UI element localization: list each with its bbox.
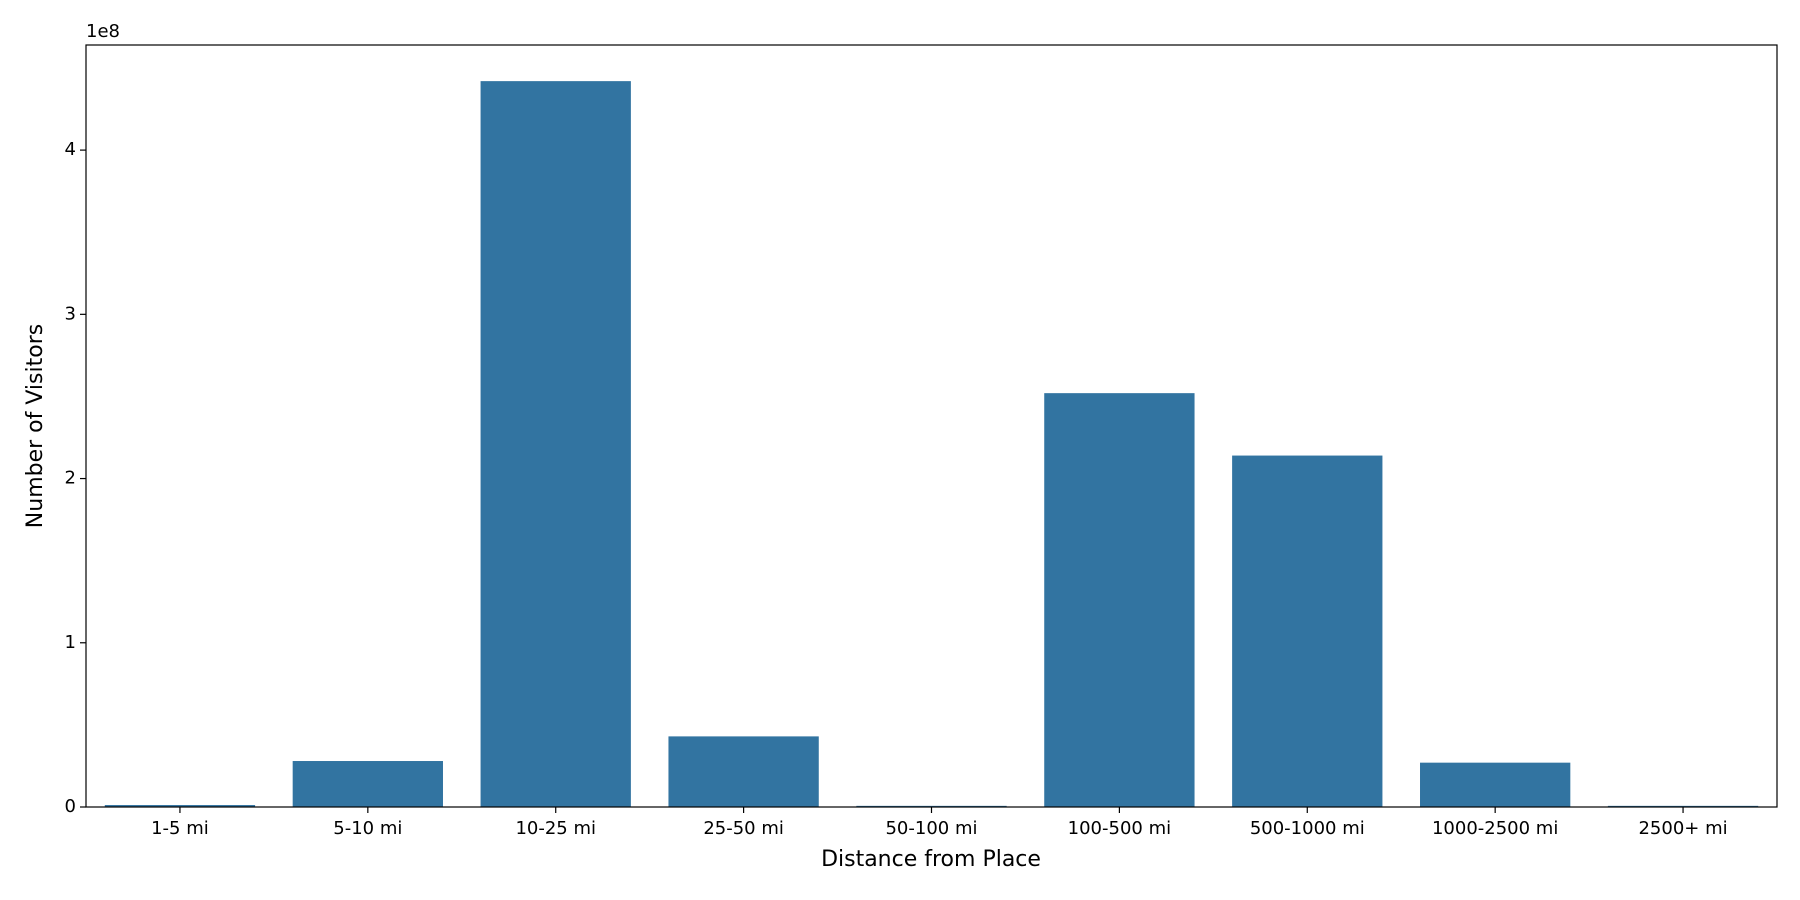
y-tick-label: 0 <box>65 796 76 817</box>
bar <box>480 81 631 807</box>
y-tick-label: 4 <box>65 139 76 160</box>
x-tick-label: 1-5 mi <box>151 818 209 839</box>
bar <box>292 761 443 807</box>
x-tick-label: 500-1000 mi <box>1250 818 1365 839</box>
bar <box>668 736 819 807</box>
y-tick-label: 1 <box>65 632 76 653</box>
y-tick-label: 2 <box>65 468 76 489</box>
bar <box>104 805 256 807</box>
x-tick-label: 2500+ mi <box>1638 818 1727 839</box>
x-tick-label: 25-50 mi <box>703 818 784 839</box>
x-tick-label: 10-25 mi <box>515 818 596 839</box>
y-axis-label: Number of Visitors <box>23 324 48 528</box>
plot-frame <box>85 44 1778 808</box>
x-tick-label: 5-10 mi <box>333 818 402 839</box>
bar <box>1044 393 1195 807</box>
bar <box>1420 762 1571 807</box>
x-axis-label: Distance from Place <box>821 847 1041 872</box>
y-offset-label: 1e8 <box>86 21 120 42</box>
x-tick-label: 100-500 mi <box>1068 818 1171 839</box>
x-tick-label: 1000-2500 mi <box>1432 818 1558 839</box>
bar <box>1232 455 1383 807</box>
y-tick-label: 3 <box>65 303 76 324</box>
x-tick-label: 50-100 mi <box>885 818 977 839</box>
